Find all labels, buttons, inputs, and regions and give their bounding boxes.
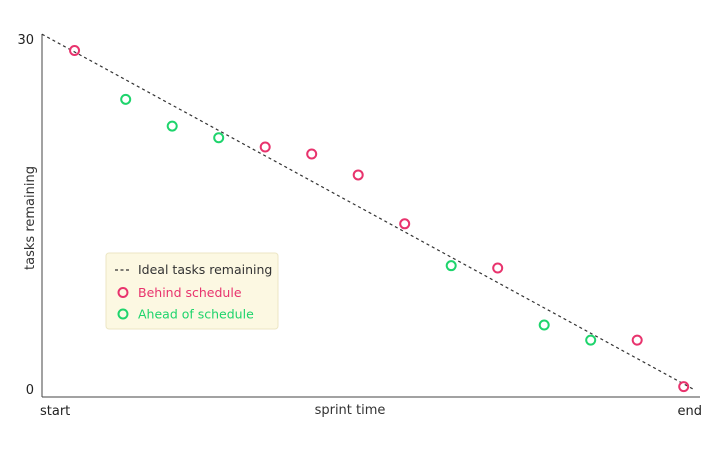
plot-area bbox=[41, 33, 694, 393]
legend-ideal-label: Ideal tasks remaining bbox=[138, 262, 272, 277]
ahead-of-schedule-point-5 bbox=[538, 319, 550, 331]
behind-schedule-point-7 bbox=[631, 334, 643, 346]
x-tick-end: end bbox=[678, 404, 703, 419]
behind-schedule-point-8 bbox=[678, 381, 690, 393]
legend-behind-label: Behind schedule bbox=[138, 285, 242, 300]
behind-schedule-point-1 bbox=[69, 44, 81, 56]
legend-behind-marker-icon bbox=[117, 287, 129, 298]
behind-schedule-point-6 bbox=[492, 262, 504, 274]
legend-box bbox=[105, 252, 279, 330]
y-axis-title: tasks remaining bbox=[23, 166, 38, 270]
behind-schedule-point-2 bbox=[259, 141, 271, 153]
x-axis-title: sprint time bbox=[315, 403, 386, 418]
behind-schedule-point-5 bbox=[399, 218, 411, 230]
x-tick-start: start bbox=[40, 404, 70, 419]
ahead-of-schedule-point-3 bbox=[213, 132, 225, 144]
ahead-of-schedule-point-1 bbox=[120, 93, 132, 105]
y-tick-min: 0 bbox=[26, 383, 34, 398]
behind-schedule-point-4 bbox=[352, 169, 364, 181]
legend-ahead-label: Ahead of schedule bbox=[138, 307, 254, 322]
y-tick-max: 30 bbox=[17, 33, 34, 48]
legend-ahead-marker-icon bbox=[117, 308, 129, 320]
legend: Ideal tasks remaining Behind schedule Ah… bbox=[105, 252, 279, 330]
ahead-of-schedule-point-4 bbox=[445, 260, 457, 272]
ideal-tasks-line bbox=[41, 33, 694, 390]
ahead-of-schedule-point-2 bbox=[166, 120, 178, 132]
ahead-of-schedule-point-6 bbox=[585, 334, 597, 346]
behind-schedule-point-3 bbox=[306, 148, 318, 160]
